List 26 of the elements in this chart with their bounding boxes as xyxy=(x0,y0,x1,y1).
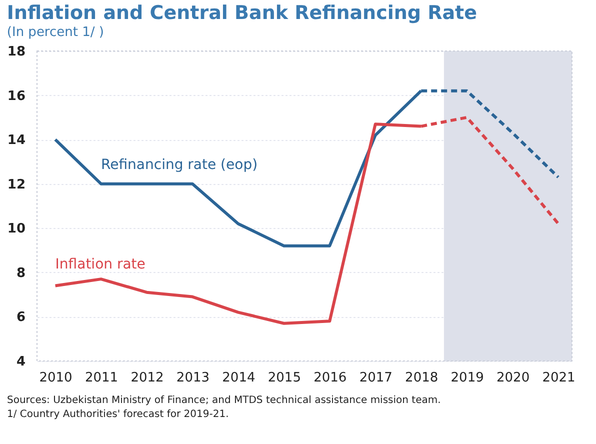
x-tick-label: 2018 xyxy=(405,370,438,386)
y-tick-label: 6 xyxy=(16,310,26,326)
y-tick-label: 8 xyxy=(16,266,26,281)
y-tick-label: 12 xyxy=(7,177,26,192)
x-tick-label: 2019 xyxy=(450,370,484,386)
y-tick-label: 4 xyxy=(16,354,26,370)
source-note: Sources: Uzbekistan Ministry of Finance; and MTDS technical assistance mission team. xyxy=(7,395,441,406)
x-tick-label: 2021 xyxy=(542,370,576,386)
x-tick-label: 2011 xyxy=(84,370,118,386)
series-label: Inflation rate xyxy=(55,256,146,273)
x-tick-label: 2014 xyxy=(222,370,256,386)
x-tick-label: 2017 xyxy=(359,370,392,386)
x-tick-label: 2020 xyxy=(496,370,530,386)
series-label: Refinancing rate (eop) xyxy=(101,156,258,173)
text: 1/ Country Authorities' forecast for 2019-21. xyxy=(7,409,229,420)
chart-title: Inflation and Central Bank Refinancing Rate xyxy=(6,2,478,24)
y-tick-label: 14 xyxy=(7,133,26,148)
x-tick-label: 2010 xyxy=(39,370,72,386)
chart-subtitle: (In percent 1/ ) xyxy=(6,25,104,40)
x-tick-label: 2016 xyxy=(314,370,347,386)
y-tick-label: 18 xyxy=(7,44,26,60)
x-tick-label: 2012 xyxy=(130,370,164,386)
x-tick-label: 2013 xyxy=(176,370,210,386)
y-tick-label: 16 xyxy=(7,88,26,104)
y-tick-label: 10 xyxy=(7,222,26,237)
x-tick-label: 2015 xyxy=(268,370,301,386)
